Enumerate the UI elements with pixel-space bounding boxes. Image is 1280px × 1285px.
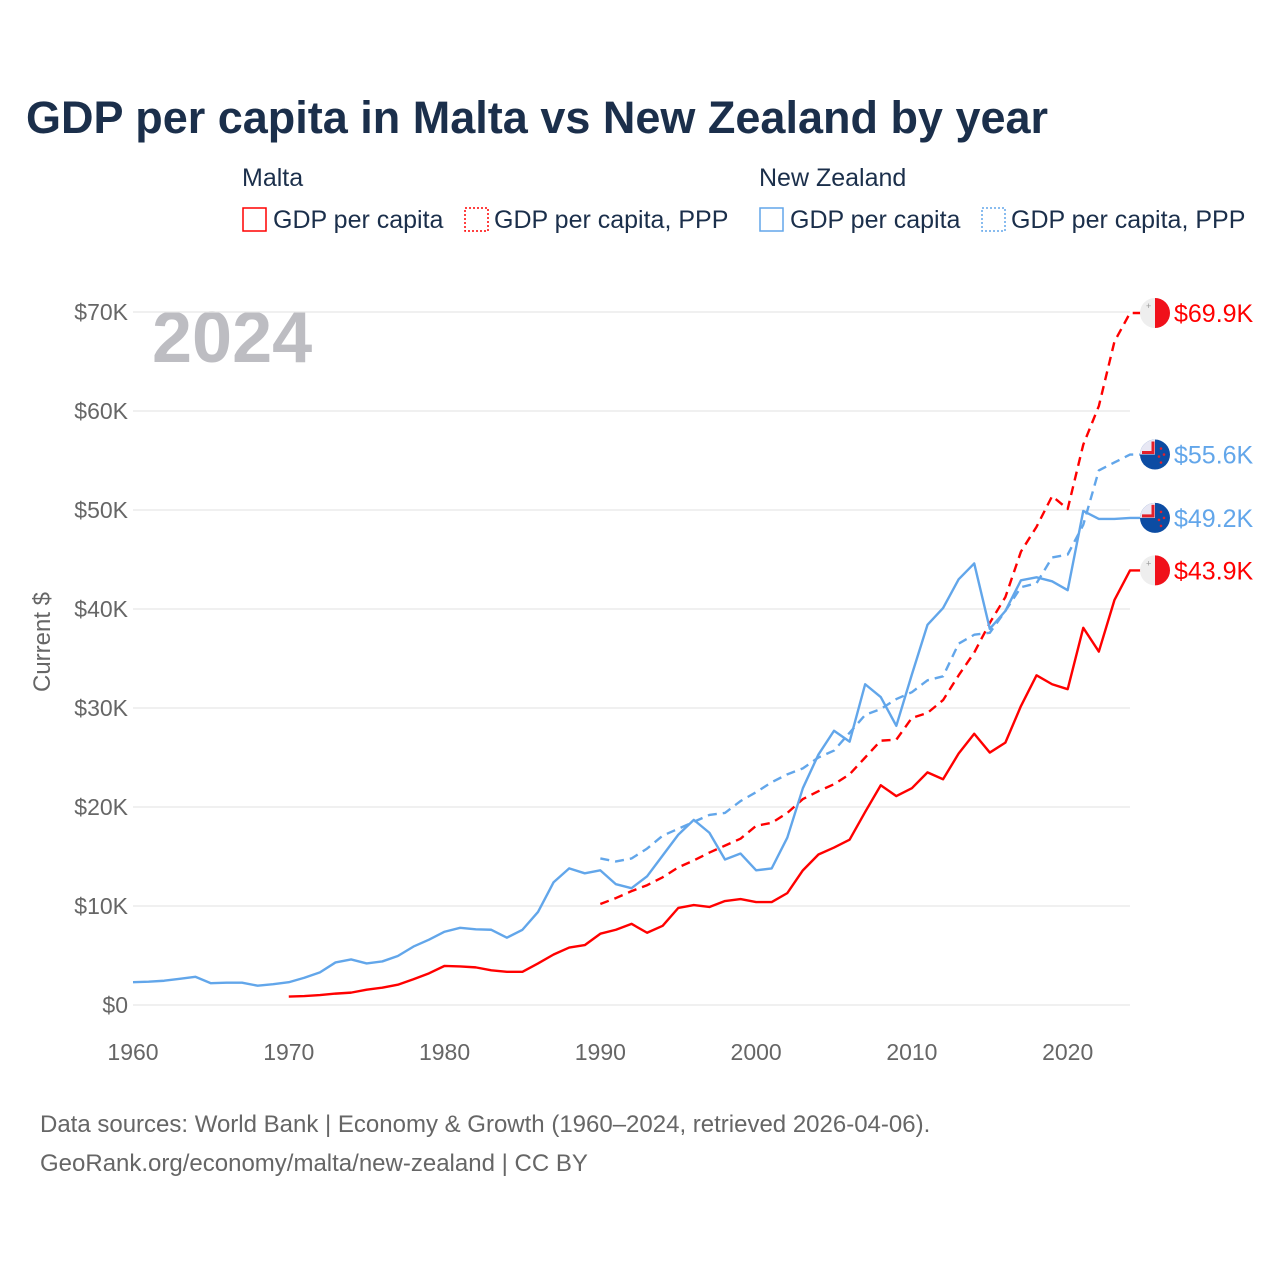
x-tick-label: 2000 — [731, 1039, 782, 1065]
source-line-1: Data sources: World Bank | Economy & Gro… — [40, 1111, 930, 1138]
y-tick-label: $30K — [74, 695, 128, 721]
y-tick-label: $20K — [74, 794, 128, 820]
y-axis-ticks: $0 $10K $20K $30K $40K $50K $60K $70K — [74, 299, 128, 1018]
legend-group-malta: Malta — [242, 164, 303, 192]
year-watermark: 2024 — [152, 298, 312, 378]
x-tick-label: 1970 — [263, 1039, 314, 1065]
x-tick-label: 1960 — [107, 1039, 158, 1065]
series-line-0 — [288, 569, 1155, 998]
y-tick-label: $40K — [74, 596, 128, 622]
series-line-3 — [600, 453, 1155, 863]
x-tick-label: 1990 — [575, 1039, 626, 1065]
y-tick-label: $50K — [74, 497, 128, 523]
end-value-label: $49.2K — [1174, 505, 1254, 533]
svg-text:+: + — [1146, 558, 1151, 568]
y-tick-label: $10K — [74, 893, 128, 919]
x-tick-label: 2020 — [1042, 1039, 1093, 1065]
y-axis-label: Current $ — [29, 592, 56, 692]
legend-swatch-nz-gdp — [759, 207, 784, 232]
end-value-label: $55.6K — [1174, 442, 1254, 470]
y-tick-label: $70K — [74, 299, 128, 325]
end-value-label: $43.9K — [1174, 557, 1254, 585]
gridlines — [133, 311, 1130, 1006]
new-zealand-flag-icon — [1140, 502, 1170, 533]
svg-text:+: + — [1146, 301, 1151, 311]
series-line-2 — [132, 509, 1155, 987]
x-tick-label: 1980 — [419, 1039, 470, 1065]
legend: Malta GDP per capita GDP per capita, PPP… — [242, 164, 1245, 234]
new-zealand-flag-icon — [1140, 439, 1170, 470]
x-tick-label: 2010 — [886, 1039, 937, 1065]
legend-swatch-malta-gdp — [242, 207, 267, 232]
malta-flag-icon: + — [1140, 555, 1171, 586]
legend-label-nz-ppp[interactable]: GDP per capita, PPP — [1011, 206, 1245, 234]
malta-flag-icon: + — [1140, 297, 1171, 328]
y-tick-label: $0 — [102, 992, 128, 1018]
legend-swatch-malta-ppp — [464, 207, 489, 232]
legend-swatch-nz-ppp — [981, 207, 1006, 232]
end-labels: + $43.9K + $69.9K $49.2K $55.6K — [1140, 297, 1254, 586]
legend-label-malta-ppp[interactable]: GDP per capita, PPP — [494, 206, 728, 234]
series-line-1 — [599, 311, 1155, 906]
x-axis-ticks: 1960 1970 1980 1990 2000 2010 2020 — [107, 1039, 1093, 1065]
end-value-label: $69.9K — [1174, 300, 1254, 328]
chart-title: GDP per capita in Malta vs New Zealand b… — [26, 92, 1048, 143]
legend-group-nz: New Zealand — [759, 164, 906, 192]
series-lines — [132, 311, 1155, 998]
source-line-2[interactable]: GeoRank.org/economy/malta/new-zealand | … — [40, 1150, 588, 1177]
legend-label-malta-gdp[interactable]: GDP per capita — [273, 206, 444, 234]
y-tick-label: $60K — [74, 398, 128, 424]
legend-label-nz-gdp[interactable]: GDP per capita — [790, 206, 961, 234]
